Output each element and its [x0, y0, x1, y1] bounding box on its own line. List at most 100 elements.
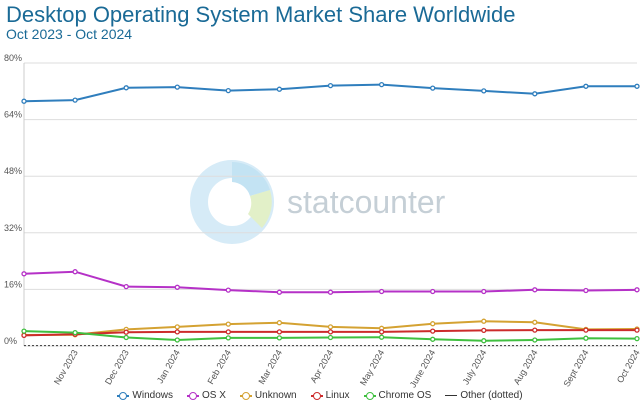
data-point-windows	[276, 86, 283, 92]
legend-label: Unknown	[254, 390, 297, 401]
data-point-linux	[430, 328, 436, 334]
legend-label: Linux	[325, 390, 350, 401]
x-tick-label: July 2024	[461, 348, 489, 386]
data-point-windows	[327, 82, 334, 89]
legend-marker-windows	[117, 391, 130, 400]
chart-title: Desktop Operating System Market Share Wo…	[6, 2, 516, 27]
data-point-chrome-os	[276, 335, 283, 341]
x-tick-label: May 2024	[358, 348, 386, 387]
legend-marker-os-x	[187, 391, 199, 400]
legend-item-unknown[interactable]: Unknown	[239, 390, 297, 401]
legend-marker-linux	[310, 391, 323, 400]
legend-item-linux[interactable]: Linux	[310, 390, 350, 401]
x-tick-label: Dec 2023	[103, 348, 131, 386]
data-point-chrome-os	[123, 334, 129, 341]
y-tick-label: 64%	[4, 110, 22, 120]
legend-item-chrome-os[interactable]: Chrome OS	[363, 390, 432, 401]
y-tick-label: 0%	[4, 336, 17, 346]
data-point-windows	[481, 88, 487, 94]
data-point-os-x	[378, 288, 385, 295]
statcounter-watermark: statcounter	[190, 160, 446, 244]
data-point-chrome-os	[481, 338, 487, 344]
data-point-unknown	[276, 320, 283, 326]
data-point-chrome-os	[174, 337, 180, 343]
data-point-windows	[123, 85, 129, 91]
legend-label: OS X	[202, 390, 226, 401]
y-tick-label: 48%	[4, 166, 22, 176]
data-point-linux	[634, 327, 640, 333]
data-point-os-x	[225, 287, 231, 293]
data-point-chrome-os	[583, 335, 589, 341]
watermark-text: statcounter	[287, 184, 446, 220]
data-point-linux	[532, 327, 538, 333]
x-tick-label: June 2024	[408, 348, 438, 389]
data-point-chrome-os	[72, 329, 78, 336]
x-tick-label: Oct 2024	[615, 348, 640, 385]
legend-label: Other (dotted)	[460, 390, 523, 401]
data-point-linux	[327, 329, 334, 335]
legend-item-other-dotted[interactable]: Other (dotted)	[445, 390, 523, 401]
data-point-os-x	[532, 287, 538, 293]
data-point-linux	[276, 329, 283, 335]
data-point-chrome-os	[21, 328, 27, 334]
data-point-os-x	[430, 288, 436, 295]
data-point-os-x	[583, 287, 589, 294]
data-point-linux	[174, 329, 180, 335]
data-point-linux	[225, 329, 231, 335]
data-point-windows	[225, 87, 231, 94]
data-point-chrome-os	[225, 335, 231, 341]
data-point-linux	[123, 329, 129, 335]
watermark-ring-segment	[232, 162, 270, 196]
y-tick-label: 80%	[4, 53, 22, 63]
data-point-linux	[21, 332, 27, 339]
data-point-windows	[174, 84, 180, 90]
x-tick-label: Nov 2023	[52, 348, 80, 386]
legend-item-os-x[interactable]: OS X	[187, 390, 226, 401]
data-point-chrome-os	[634, 335, 640, 342]
data-point-unknown	[174, 324, 180, 330]
data-point-chrome-os	[532, 337, 538, 343]
data-point-os-x	[481, 288, 487, 295]
data-point-chrome-os	[378, 334, 385, 340]
data-point-os-x	[21, 271, 27, 277]
data-point-os-x	[72, 269, 78, 275]
data-point-windows	[583, 83, 589, 89]
x-tick-label: Jan 2024	[155, 348, 182, 385]
chart-subtitle: Oct 2023 - Oct 2024	[6, 26, 133, 42]
data-point-os-x	[276, 289, 283, 295]
data-point-unknown	[430, 321, 436, 327]
data-point-unknown	[225, 321, 231, 327]
data-point-chrome-os	[430, 336, 436, 342]
watermark-ring-hole	[221, 191, 243, 213]
data-point-linux	[378, 329, 385, 335]
data-point-windows	[72, 97, 78, 103]
legend-marker-other-dotted	[445, 392, 458, 400]
data-point-os-x	[174, 284, 180, 290]
data-point-linux	[583, 327, 589, 333]
legend-label: Windows	[132, 390, 173, 401]
watermark-ring-segment-green	[248, 190, 272, 228]
data-point-chrome-os	[327, 334, 334, 341]
data-point-unknown	[327, 324, 334, 330]
legend: Windows OS X Unknown Linux Chrome OS Other (d…	[0, 390, 640, 401]
data-point-os-x	[123, 283, 129, 290]
legend-marker-unknown	[239, 391, 252, 400]
data-point-linux	[481, 327, 487, 334]
legend-item-windows[interactable]: Windows	[117, 390, 173, 401]
data-point-windows	[634, 83, 640, 89]
legend-marker-chrome-os	[363, 391, 376, 400]
x-tick-label: Apr 2024	[308, 348, 335, 385]
data-point-unknown	[481, 318, 487, 324]
data-point-windows	[21, 98, 27, 104]
legend-label: Chrome OS	[378, 390, 432, 401]
data-point-unknown	[532, 319, 538, 325]
data-point-os-x	[634, 287, 640, 293]
data-point-windows	[430, 85, 436, 91]
data-point-windows	[378, 81, 385, 88]
x-tick-label: Mar 2024	[256, 348, 284, 386]
x-tick-label: Feb 2024	[205, 348, 233, 386]
data-point-windows	[532, 91, 538, 97]
x-tick-label: Sept 2024	[561, 348, 590, 389]
data-point-os-x	[327, 289, 334, 295]
